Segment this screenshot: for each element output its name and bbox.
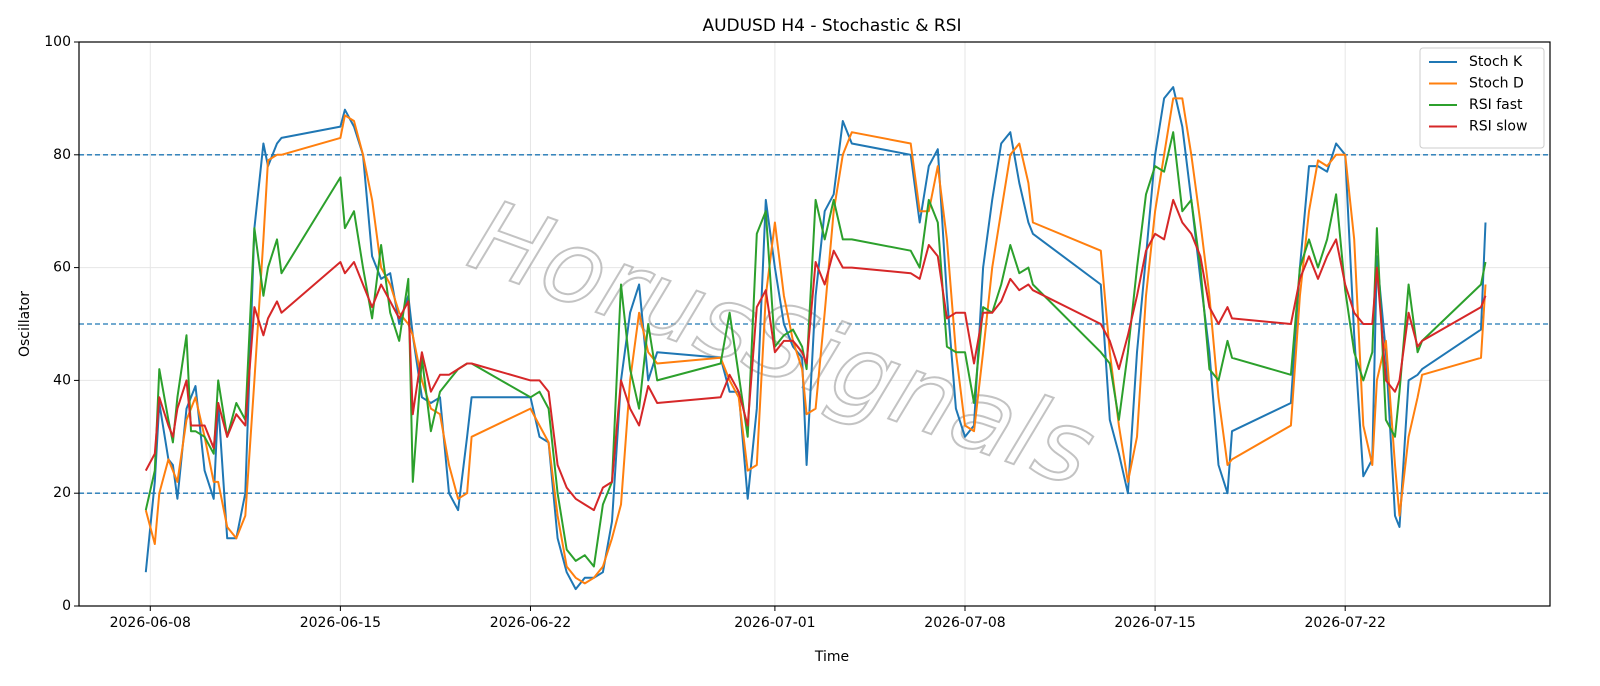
chart-title: AUDUSD H4 - Stochastic & RSI xyxy=(702,16,961,36)
x-tick-label: 2026-07-22 xyxy=(1305,615,1386,631)
y-tick-label: 40 xyxy=(53,372,71,388)
series-line xyxy=(144,198,1487,512)
legend-box xyxy=(1419,47,1545,149)
y-tick-label: 20 xyxy=(53,485,71,501)
x-axis-label: Time xyxy=(814,649,849,665)
y-tick-label: 100 xyxy=(44,34,71,50)
series-line xyxy=(144,131,1487,568)
x-tick-label: 2026-06-15 xyxy=(300,615,381,631)
y-tick-label: 60 xyxy=(53,260,71,276)
legend-label: RSI fast xyxy=(1469,97,1523,113)
x-tick-label: 2026-07-15 xyxy=(1114,615,1195,631)
x-tick-label: 2026-07-08 xyxy=(924,615,1005,631)
legend-label: Stoch D xyxy=(1469,76,1524,92)
y-tick-label: 0 xyxy=(62,598,71,614)
series-line xyxy=(144,97,1487,585)
x-tick-label: 2026-06-22 xyxy=(490,615,571,631)
x-tick-label: 2026-06-08 xyxy=(110,615,191,631)
plot-frame xyxy=(78,41,1551,607)
y-axis-label: Oscillator xyxy=(17,291,33,357)
legend-label: RSI slow xyxy=(1469,119,1527,135)
y-tick-label: 80 xyxy=(53,147,71,163)
legend: Stoch K Stoch D RSI fast RSI slow xyxy=(1419,47,1545,149)
legend-label: Stoch K xyxy=(1469,54,1523,70)
x-tick-label: 2026-07-01 xyxy=(734,615,815,631)
